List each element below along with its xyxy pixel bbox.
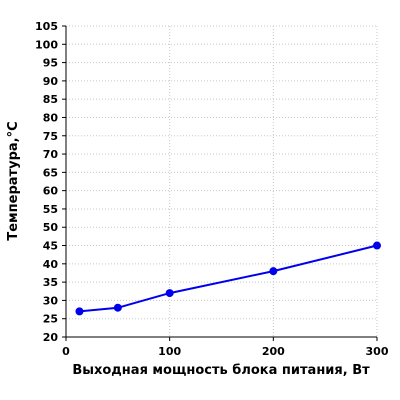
x-tick-label: 200 <box>262 345 285 358</box>
series-line <box>79 244 378 313</box>
y-tick-label: 95 <box>43 57 58 70</box>
y-tick-label: 35 <box>43 276 58 289</box>
x-axis-ticks: 0 100 200 300 <box>62 337 389 358</box>
y-tick-label: 50 <box>43 221 59 234</box>
y-tick-label: 25 <box>43 313 58 326</box>
y-tick-label: 105 <box>35 20 58 33</box>
y-tick-label: 20 <box>43 331 59 344</box>
y-tick-label: 70 <box>43 148 59 161</box>
data-point <box>165 289 174 298</box>
data-point <box>373 241 381 250</box>
y-tick-label: 65 <box>43 166 58 179</box>
grid <box>66 25 378 337</box>
y-tick-label: 75 <box>43 130 58 143</box>
y-axis-ticks: 20 25 30 35 40 45 50 55 60 65 70 75 80 85 90 95 100 105 <box>35 20 66 344</box>
y-tick-label: 80 <box>43 111 59 124</box>
plot-frame <box>65 26 377 338</box>
data-point <box>269 267 278 276</box>
data-point <box>113 303 122 312</box>
y-tick-label: 40 <box>43 258 59 271</box>
x-tick-label: 300 <box>366 345 389 358</box>
y-tick-label: 85 <box>43 93 58 106</box>
y-tick-label: 60 <box>43 185 59 198</box>
x-tick-label: 100 <box>158 345 181 358</box>
y-tick-label: 45 <box>43 240 58 253</box>
y-axis-title: Температура,°С <box>6 121 21 240</box>
y-tick-label: 30 <box>43 294 59 307</box>
y-tick-label: 100 <box>35 38 58 51</box>
data-point <box>75 307 84 316</box>
y-tick-label: 55 <box>43 203 58 216</box>
x-axis-title: Выходная мощность блока питания, Вт <box>72 363 370 378</box>
y-tick-label: 90 <box>43 75 59 88</box>
series <box>75 241 381 316</box>
x-tick-label: 0 <box>62 345 70 358</box>
